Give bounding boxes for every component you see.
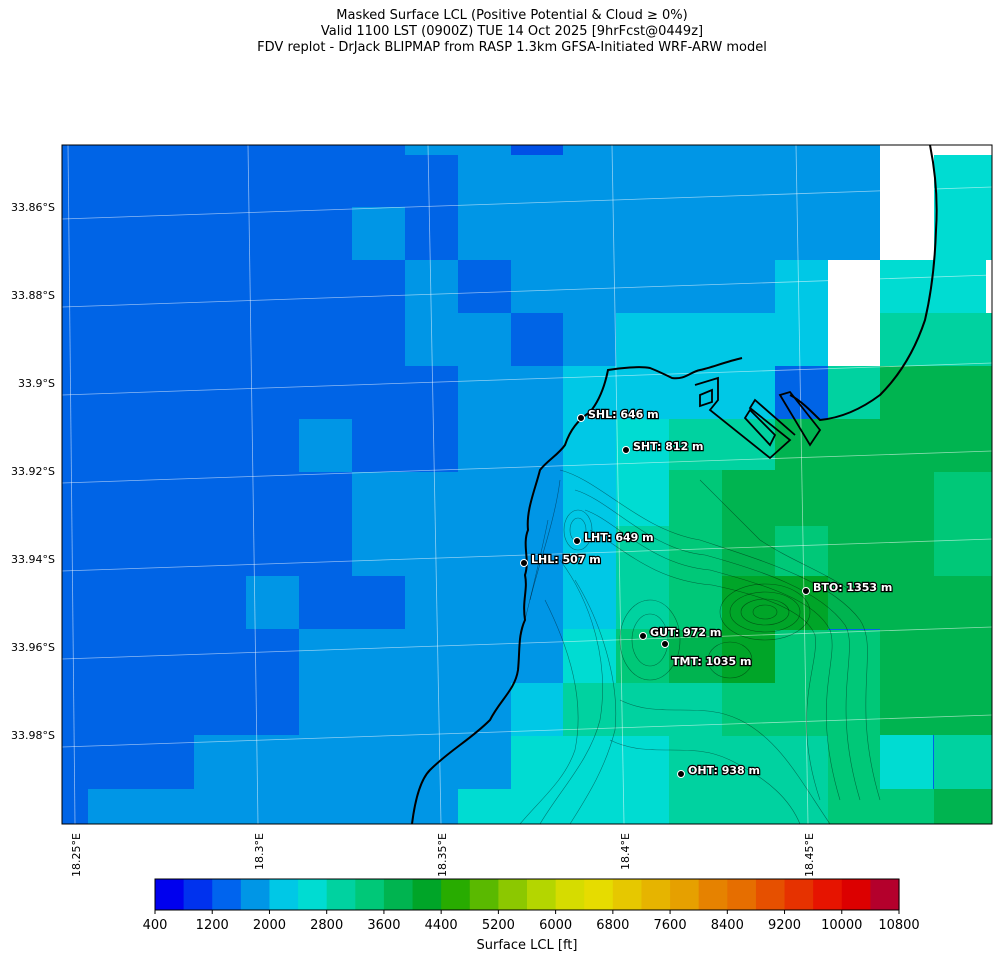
colorbar-tick-label: 400	[143, 918, 168, 933]
colorbar-frame	[154, 878, 900, 911]
chart-title: Masked Surface LCL (Positive Potential &…	[0, 8, 1001, 56]
colorbar-swatch	[498, 879, 528, 910]
lon-tick-label: 18.25°E	[70, 833, 83, 877]
terrain-contours	[519, 469, 881, 824]
colorbar-swatch	[698, 879, 728, 910]
harbour-docks	[694, 376, 822, 460]
colorbar-swatch	[155, 879, 185, 910]
station-sht-label: SHT: 812 m	[633, 440, 704, 453]
lon-tick-label: 18.4°E	[619, 833, 632, 870]
colorbar-tick-label: 2800	[310, 918, 343, 933]
coastline	[411, 357, 743, 824]
colorbar-swatch	[326, 879, 356, 910]
colorbar-tick-label: 5200	[482, 918, 515, 933]
station-tmt-label: TMT: 1035 m	[672, 655, 752, 668]
title-line-2: Valid 1100 LST (0900Z) TUE 14 Oct 2025 […	[320, 24, 704, 39]
station-bto[interactable]: BTO: 1353 m	[802, 580, 894, 595]
colorbar-swatch	[670, 879, 700, 910]
colorbar-swatch	[383, 879, 414, 910]
colorbar-swatch	[527, 879, 557, 910]
colorbar-tick-label: 8400	[711, 918, 744, 933]
lat-tick-label: 33.92°S	[11, 465, 55, 478]
lat-tick-label: 33.88°S	[11, 289, 55, 302]
colorbar-swatch	[212, 879, 242, 910]
colorbar-swatch	[183, 879, 213, 910]
station-gut-label: GUT: 972 m	[650, 626, 721, 639]
lat-axis: 33.86°S 33.88°S 33.9°S 33.92°S 33.94°S 3…	[11, 201, 55, 742]
lon-tick-label: 18.35°E	[436, 833, 449, 877]
colorbar-tick-label: 10800	[878, 918, 919, 933]
colorbar-label: Surface LCL [ft]	[477, 938, 578, 953]
station-bto-label: BTO: 1353 m	[813, 581, 892, 594]
colorbar-tick-label: 2000	[253, 918, 286, 933]
colorbar-swatch	[269, 879, 299, 910]
lon-tick-label: 18.45°E	[803, 833, 816, 877]
colorbar-tick-label: 7600	[654, 918, 687, 933]
map-frame	[61, 144, 993, 825]
colorbar-swatch	[469, 879, 499, 910]
colorbar-swatch	[298, 879, 328, 910]
colorbar-tick-label: 9200	[768, 918, 801, 933]
station-lht-label: LHT: 649 m	[584, 531, 654, 544]
colorbar-swatch	[555, 879, 585, 910]
colorbar-swatch	[870, 879, 900, 910]
lat-tick-label: 33.9°S	[18, 377, 55, 390]
colorbar-tick-label: 10000	[821, 918, 862, 933]
title-line-3: FDV replot - DrJack BLIPMAP from RASP 1.…	[257, 40, 767, 55]
station-gut[interactable]: GUT: 972 m	[639, 625, 723, 640]
colorbar-swatch	[813, 879, 843, 910]
station-lhl[interactable]: LHL: 507 m	[520, 552, 602, 567]
lat-tick-label: 33.86°S	[11, 201, 55, 214]
lat-tick-label: 33.98°S	[11, 729, 55, 742]
colorbar-swatch	[755, 879, 786, 910]
colorbar-swatch	[641, 879, 671, 910]
station-oht[interactable]: OHT: 938 m	[677, 763, 761, 778]
colorbar-tick-label: 6800	[596, 918, 629, 933]
colorbar-tick-label: 3600	[367, 918, 400, 933]
colorbar-swatch	[412, 879, 442, 910]
station-shl[interactable]: SHL: 646 m	[577, 407, 660, 422]
lat-tick-label: 33.94°S	[11, 553, 55, 566]
colorbar-swatch	[612, 879, 643, 910]
station-tmt[interactable]: TMT: 1035 m	[661, 640, 753, 669]
colorbar-swatch	[727, 879, 757, 910]
colorbar-swatch	[355, 879, 385, 910]
station-sht[interactable]: SHT: 812 m	[622, 439, 705, 454]
map-area: SHL: 646 m SHT: 812 m LHT: 649 m LHL: 50…	[62, 145, 992, 824]
colorbar-swatch	[841, 879, 871, 910]
station-oht-label: OHT: 938 m	[688, 764, 760, 777]
lon-tick-label: 18.3°E	[253, 833, 266, 870]
colorbar-tick-label: 6000	[539, 918, 572, 933]
colorbar-tick-label: 4400	[425, 918, 458, 933]
station-lhl-label: LHL: 507 m	[531, 553, 601, 566]
title-line-1: Masked Surface LCL (Positive Potential &…	[336, 8, 688, 23]
colorbar-swatch	[584, 879, 614, 910]
lcl-raster	[62, 145, 992, 824]
colorbar-swatch	[441, 879, 471, 910]
coastline-east	[789, 145, 938, 422]
colorbar-swatch	[784, 879, 814, 910]
colorbar-ticks: 400 1200 2000 2800 3600 4400 5200 6000 6800 7600 8…	[143, 910, 920, 933]
station-markers: SHL: 646 m SHT: 812 m LHT: 649 m LHL: 50…	[520, 407, 894, 778]
graticule	[62, 145, 992, 824]
colorbar-swatch	[240, 879, 271, 910]
lat-tick-label: 33.96°S	[11, 641, 55, 654]
station-shl-label: SHL: 646 m	[588, 408, 659, 421]
station-lht[interactable]: LHT: 649 m	[573, 530, 655, 545]
colorbar-tick-label: 1200	[196, 918, 229, 933]
colorbar	[155, 879, 900, 910]
lon-axis: 18.25°E 18.3°E 18.35°E 18.4°E 18.45°E	[70, 833, 816, 877]
